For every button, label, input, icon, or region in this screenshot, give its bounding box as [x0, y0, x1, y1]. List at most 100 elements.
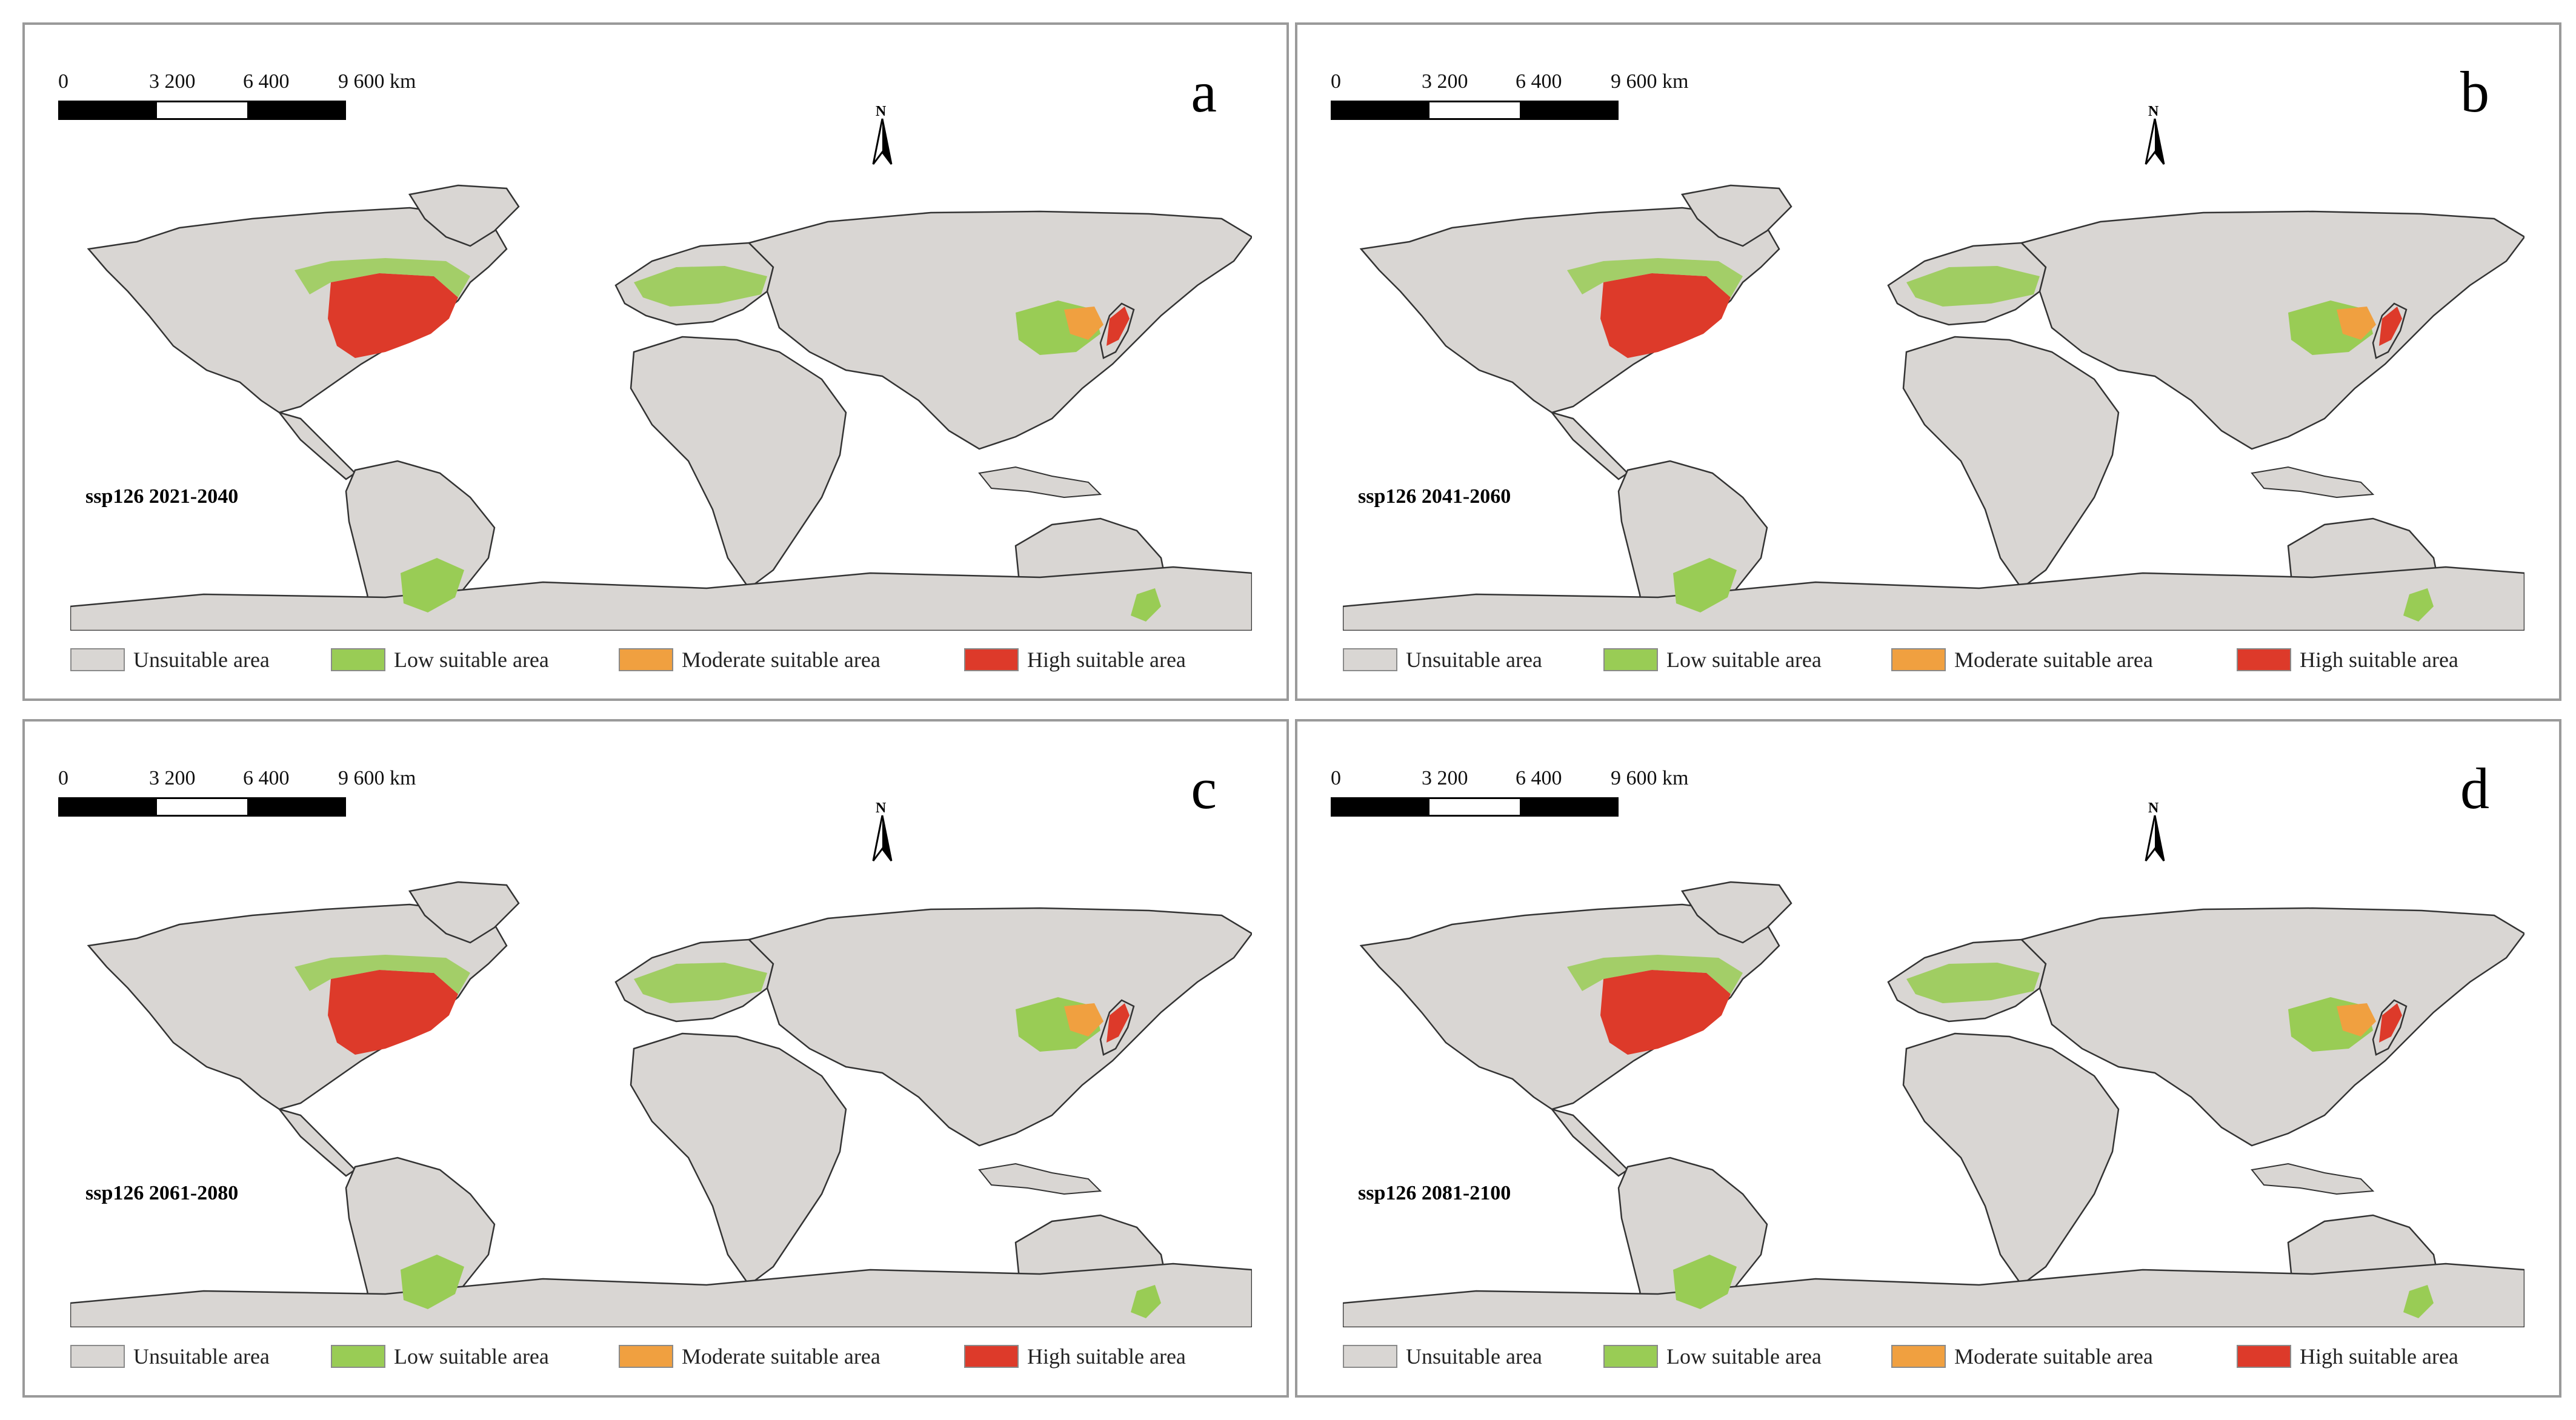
legend-item-high: High suitable area	[2237, 1338, 2458, 1375]
scale-segment-2	[1428, 797, 1522, 817]
legend-swatch	[1603, 648, 1658, 671]
north-arrow-icon: N	[861, 800, 904, 867]
north-arrow-icon: N	[861, 104, 904, 170]
legend-swatch	[331, 648, 385, 671]
map-panel-b: 0 3 200 6 400 9 600 km b N ssp126 2041-2…	[1295, 22, 2561, 701]
legend-label: High suitable area	[2300, 1344, 2458, 1369]
scale-segment-1	[1331, 797, 1428, 817]
scale-label-3: 9 600 km	[1611, 767, 1689, 789]
scale-label-1: 3 200	[1422, 767, 1468, 789]
legend-swatch	[1891, 648, 1946, 671]
scale-segment-3	[1522, 797, 1619, 817]
legend-label: Moderate suitable area	[682, 648, 880, 672]
legend-item-moderate: Moderate suitable area	[619, 642, 880, 678]
north-label: N	[2148, 104, 2159, 119]
legend-swatch	[964, 648, 1019, 671]
scale-segment-2	[155, 101, 249, 120]
scale-label-2: 6 400	[1516, 767, 1562, 789]
legend-item-low: Low suitable area	[331, 1338, 549, 1375]
legend-swatch	[1891, 1345, 1946, 1368]
legend-item-high: High suitable area	[964, 1338, 1186, 1375]
legend-label: Low suitable area	[394, 1344, 549, 1369]
legend-item-unsuitable: Unsuitable area	[1343, 1338, 1542, 1375]
legend-swatch	[70, 648, 125, 671]
map-panel-c: 0 3 200 6 400 9 600 km c N ssp126 2061-2…	[22, 719, 1289, 1398]
legend-item-unsuitable: Unsuitable area	[70, 1338, 270, 1375]
legend-swatch	[1343, 648, 1397, 671]
legend-label: High suitable area	[2300, 648, 2458, 672]
legend-label: Moderate suitable area	[1954, 648, 2153, 672]
scale-label-0: 0	[58, 767, 68, 789]
legend-item-low: Low suitable area	[1603, 642, 1822, 678]
panel-letter: b	[2460, 59, 2489, 124]
map-legend: Unsuitable area Low suitable area Modera…	[1343, 642, 2524, 678]
scale-segment-1	[1331, 101, 1428, 120]
scale-bar: 0 3 200 6 400 9 600 km	[1331, 767, 1688, 834]
legend-label: High suitable area	[1027, 1344, 1186, 1369]
world-suitability-map	[70, 881, 1252, 1327]
world-suitability-map	[1343, 184, 2524, 631]
map-legend: Unsuitable area Low suitable area Modera…	[1343, 1338, 2524, 1375]
legend-label: Low suitable area	[1666, 648, 1822, 672]
scale-label-1: 3 200	[149, 70, 196, 93]
legend-label: High suitable area	[1027, 648, 1186, 672]
scale-segment-2	[1428, 101, 1522, 120]
legend-swatch	[2237, 1345, 2291, 1368]
scale-label-3: 9 600 km	[1611, 70, 1689, 93]
scale-label-2: 6 400	[243, 70, 290, 93]
scenario-label: ssp126 2081-2100	[1358, 1182, 1511, 1204]
scenario-label: ssp126 2021-2040	[85, 485, 239, 508]
scenario-label: ssp126 2061-2080	[85, 1182, 239, 1204]
legend-item-high: High suitable area	[964, 642, 1186, 678]
legend-item-unsuitable: Unsuitable area	[1343, 642, 1542, 678]
north-arrow-icon: N	[2134, 800, 2176, 867]
legend-swatch	[1603, 1345, 1658, 1368]
scale-segment-3	[249, 101, 346, 120]
legend-item-low: Low suitable area	[331, 642, 549, 678]
scale-bar: 0 3 200 6 400 9 600 km	[1331, 70, 1688, 137]
legend-label: Unsuitable area	[1406, 648, 1542, 672]
scale-label-0: 0	[1331, 70, 1341, 93]
north-arrow-icon: N	[2134, 104, 2176, 170]
north-label: N	[876, 104, 887, 119]
scale-label-0: 0	[58, 70, 68, 93]
scale-segment-3	[249, 797, 346, 817]
map-panel-d: 0 3 200 6 400 9 600 km d N ssp126 2081-2…	[1295, 719, 2561, 1398]
scale-segment-1	[58, 797, 155, 817]
legend-item-moderate: Moderate suitable area	[1891, 1338, 2153, 1375]
north-label: N	[2148, 800, 2159, 816]
scale-bar: 0 3 200 6 400 9 600 km	[58, 767, 416, 834]
scale-label-0: 0	[1331, 767, 1341, 789]
legend-label: Moderate suitable area	[682, 1344, 880, 1369]
legend-label: Low suitable area	[394, 648, 549, 672]
map-legend: Unsuitable area Low suitable area Modera…	[70, 642, 1252, 678]
scale-label-1: 3 200	[149, 767, 196, 789]
world-suitability-map	[1343, 881, 2524, 1327]
legend-item-low: Low suitable area	[1603, 1338, 1822, 1375]
legend-item-moderate: Moderate suitable area	[619, 1338, 880, 1375]
scale-segment-2	[155, 797, 249, 817]
scale-label-3: 9 600 km	[338, 767, 416, 789]
scenario-label: ssp126 2041-2060	[1358, 485, 1511, 508]
panel-letter: c	[1191, 756, 1217, 821]
north-label: N	[876, 800, 887, 816]
legend-item-high: High suitable area	[2237, 642, 2458, 678]
map-panel-a: 0 3 200 6 400 9 600 km a N ssp126 2021-2…	[22, 22, 1289, 701]
panel-letter: a	[1191, 59, 1217, 124]
legend-swatch	[619, 648, 673, 671]
legend-label: Moderate suitable area	[1954, 1344, 2153, 1369]
legend-label: Low suitable area	[1666, 1344, 1822, 1369]
legend-swatch	[331, 1345, 385, 1368]
scale-segment-1	[58, 101, 155, 120]
scale-bar: 0 3 200 6 400 9 600 km	[58, 70, 416, 137]
legend-item-moderate: Moderate suitable area	[1891, 642, 2153, 678]
scale-segment-3	[1522, 101, 1619, 120]
legend-swatch	[2237, 648, 2291, 671]
legend-swatch	[70, 1345, 125, 1368]
legend-swatch	[1343, 1345, 1397, 1368]
legend-label: Unsuitable area	[133, 1344, 270, 1369]
scale-label-3: 9 600 km	[338, 70, 416, 93]
world-suitability-map	[70, 184, 1252, 631]
scale-label-2: 6 400	[1516, 70, 1562, 93]
legend-swatch	[964, 1345, 1019, 1368]
